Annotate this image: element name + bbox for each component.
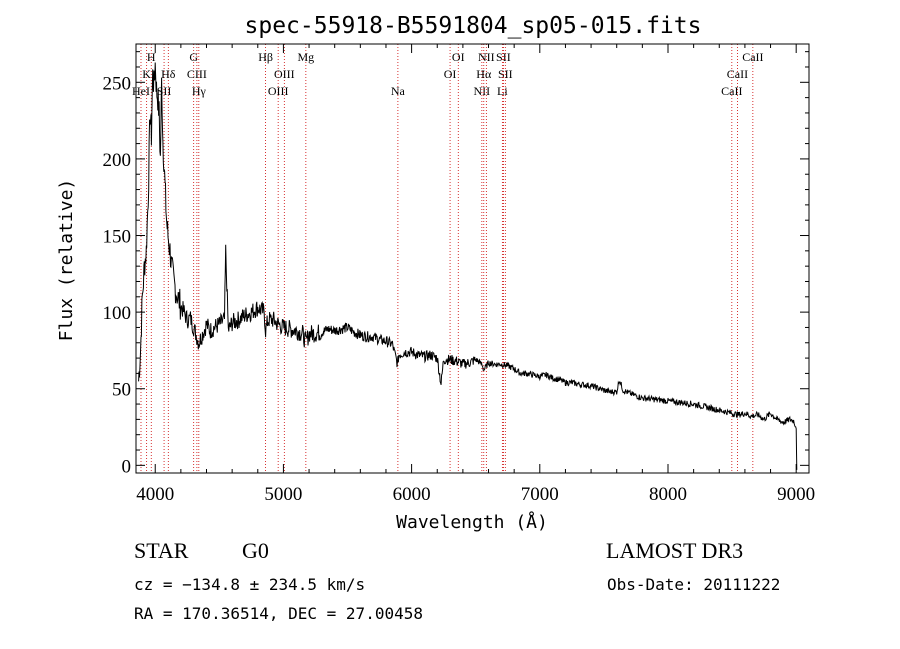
y-tick-label: 200 <box>103 150 132 171</box>
redshift-velocity: cz = −134.8 ± 234.5 km/s <box>134 575 366 594</box>
spectral-line-label: OI <box>444 67 457 81</box>
axis-ticks: 4000 5000 6000 7000 8000 9000 0 50 100 150 200 250 <box>103 44 815 505</box>
spectral-line-label: Hα <box>476 67 492 81</box>
spectral-line-label: H <box>147 50 156 64</box>
spectral-line-label: CaII <box>721 84 742 98</box>
spectral-line-label: SII <box>496 50 511 64</box>
object-type: STAR <box>134 538 189 563</box>
observation-date: Obs-Date: 20111222 <box>607 575 781 594</box>
plot-frame <box>135 43 810 474</box>
spectral-line-label: Li <box>497 84 508 98</box>
x-tick-label: 8000 <box>649 484 687 505</box>
chart-title: spec-55918-B5591804_sp05-015.fits <box>245 13 702 39</box>
y-tick-label: 0 <box>122 456 132 477</box>
spectral-line-label: Mg <box>298 50 315 64</box>
coordinates: RA = 170.36514, DEC = 27.00458 <box>134 604 423 623</box>
spectral-line-label: SII <box>157 84 172 98</box>
spectral-line-label: CaII <box>727 67 748 81</box>
spectral-line-label: NII <box>478 50 495 64</box>
y-tick-label: 100 <box>103 303 132 324</box>
spectral-line-label: SII <box>498 67 513 81</box>
spectral-line-label: K <box>142 67 151 81</box>
y-tick-label: 250 <box>103 73 132 94</box>
spectral-line-label: NII <box>474 84 491 98</box>
spectral-line-label: Hβ <box>258 50 273 64</box>
y-tick-label: 150 <box>103 227 132 248</box>
flux-line <box>138 62 798 470</box>
x-tick-label: 6000 <box>393 484 431 505</box>
spectral-line-label: G <box>189 50 198 64</box>
x-axis-label: Wavelength (Å) <box>396 511 548 533</box>
spectral-line-label: OI <box>452 50 465 64</box>
y-axis-label: Flux (relative) <box>56 179 77 342</box>
spectral-line-label: CIII <box>187 67 207 81</box>
x-tick-label: 9000 <box>777 484 815 505</box>
spectral-line-label: Na <box>391 84 406 98</box>
spectral-line-label: HeI <box>132 84 150 98</box>
survey-name: LAMOST DR3 <box>606 538 744 563</box>
x-tick-label: 4000 <box>136 484 174 505</box>
x-tick-label: 5000 <box>264 484 302 505</box>
spectral-line-label: Hγ <box>192 84 207 98</box>
y-tick-label: 50 <box>112 380 131 401</box>
spectral-line-label: OIII <box>268 84 289 98</box>
spectral-line-label: CaII <box>742 50 763 64</box>
x-tick-label: 7000 <box>521 484 559 505</box>
object-subclass: G0 <box>242 538 269 563</box>
spectral-line-label: OIII <box>274 67 295 81</box>
flux-series <box>138 62 798 470</box>
spectral-line-label: Hδ <box>161 67 176 81</box>
